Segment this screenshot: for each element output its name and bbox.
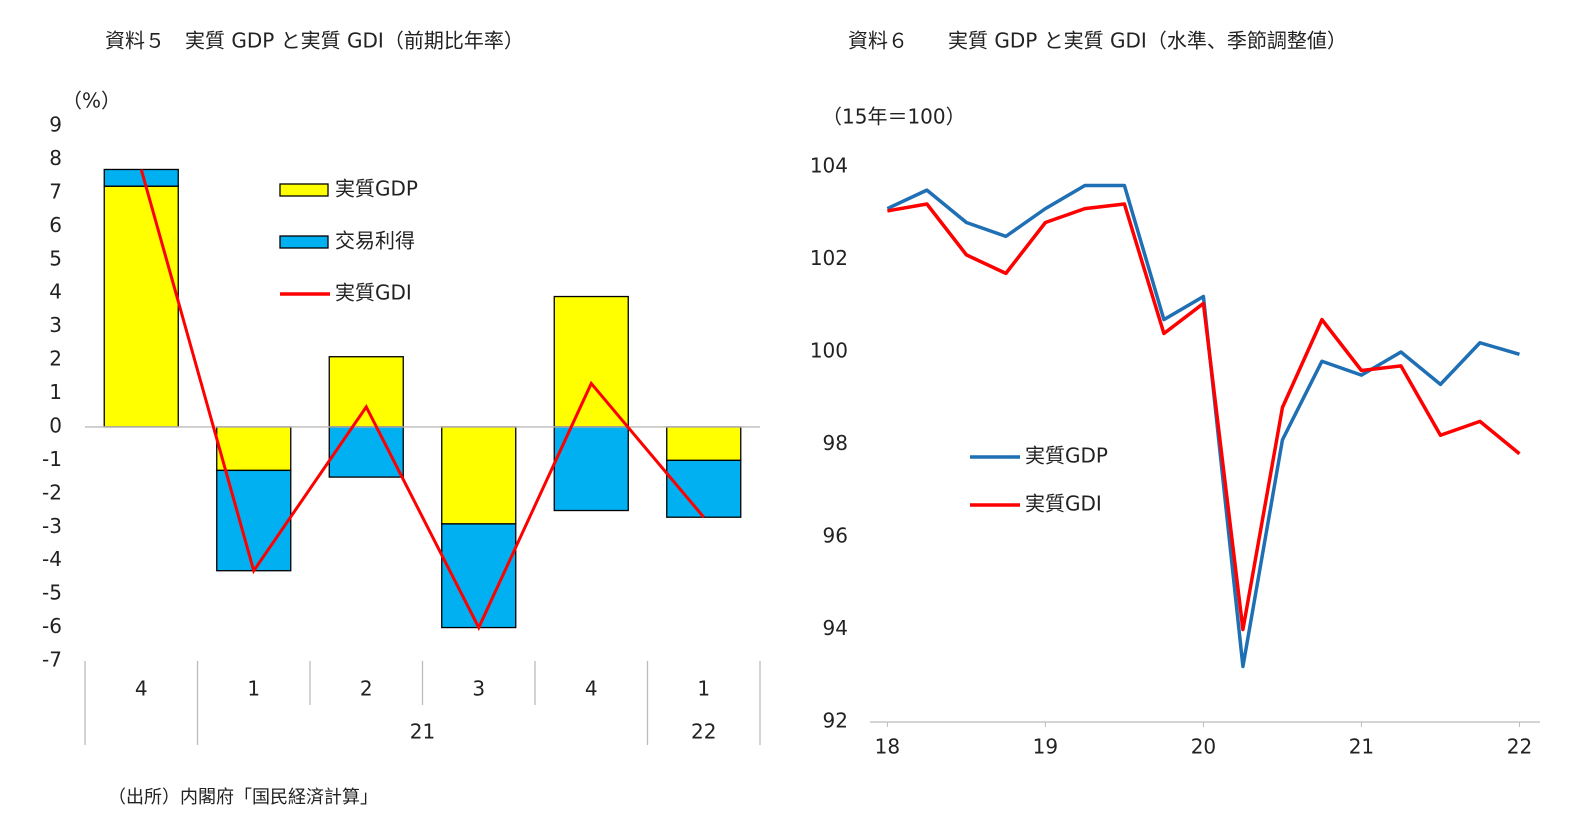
x-tick-label: 19 bbox=[1033, 735, 1058, 759]
x-tick-label: 4 bbox=[585, 677, 598, 701]
source-note: （出所）内閣府「国民経済計算」 bbox=[108, 787, 378, 808]
y-tick-label: 7 bbox=[49, 179, 62, 203]
y-axis-label: （%） bbox=[62, 89, 121, 113]
y-tick-label: 102 bbox=[810, 246, 848, 270]
legend-label: 実質GDP bbox=[335, 177, 418, 201]
legend-swatch bbox=[279, 183, 329, 197]
bar bbox=[103, 185, 179, 428]
y-tick-label: 92 bbox=[823, 709, 848, 733]
y-tick-label: 0 bbox=[49, 413, 62, 437]
bar bbox=[666, 459, 742, 518]
y-tick-label: 104 bbox=[810, 154, 848, 178]
x-tick-label: 20 bbox=[1191, 735, 1216, 759]
y-tick-label: 96 bbox=[823, 524, 848, 548]
y-tick-label: -4 bbox=[42, 547, 62, 571]
legend-swatch bbox=[279, 235, 329, 249]
line-series bbox=[886, 183, 1520, 669]
bar bbox=[441, 426, 517, 525]
x-group-label: 21 bbox=[410, 720, 435, 744]
y-tick-label: -1 bbox=[42, 447, 62, 471]
x-tick-label: 2 bbox=[360, 677, 373, 701]
y-tick-label: 6 bbox=[49, 213, 62, 237]
legend-label: 実質GDI bbox=[1025, 492, 1102, 516]
y-tick-label: 100 bbox=[810, 339, 848, 363]
y-tick-label: -5 bbox=[42, 581, 62, 605]
x-tick-label: 18 bbox=[875, 735, 900, 759]
y-tick-label: -2 bbox=[42, 480, 62, 504]
y-axis-label: （15年＝100） bbox=[822, 105, 966, 129]
y-tick-label: 1 bbox=[49, 380, 62, 404]
y-tick-label: 2 bbox=[49, 347, 62, 371]
y-tick-label: -3 bbox=[42, 514, 62, 538]
y-tick-label: 9 bbox=[49, 113, 62, 137]
y-tick-label: -6 bbox=[42, 614, 62, 638]
x-tick-label: 21 bbox=[1349, 735, 1374, 759]
x-tick-label: 4 bbox=[135, 677, 148, 701]
legend-label: 実質GDP bbox=[1025, 444, 1108, 468]
bar bbox=[216, 426, 292, 472]
x-group-label: 22 bbox=[691, 720, 716, 744]
bar bbox=[666, 426, 742, 462]
line-series bbox=[139, 169, 705, 631]
bar bbox=[216, 469, 292, 572]
y-tick-label: 8 bbox=[49, 146, 62, 170]
x-tick-label: 1 bbox=[247, 677, 260, 701]
legend-label: 交易利得 bbox=[335, 229, 415, 253]
line-series bbox=[887, 202, 1521, 632]
bar bbox=[328, 356, 404, 428]
y-tick-label: -7 bbox=[42, 648, 62, 672]
legend-label: 実質GDI bbox=[335, 281, 412, 305]
bar bbox=[553, 295, 629, 428]
x-tick-label: 1 bbox=[697, 677, 710, 701]
bar bbox=[328, 426, 404, 478]
y-tick-label: 94 bbox=[823, 616, 848, 640]
y-tick-label: 4 bbox=[49, 280, 62, 304]
y-tick-label: 5 bbox=[49, 246, 62, 270]
x-tick-label: 3 bbox=[472, 677, 485, 701]
y-tick-label: 3 bbox=[49, 313, 62, 337]
chart-title: 資料６ 実質 GDP と実質 GDI（水準、季節調整値） bbox=[848, 29, 1347, 53]
x-tick-label: 22 bbox=[1507, 735, 1532, 759]
chart-title: 資料５ 実質 GDP と実質 GDI（前期比年率） bbox=[105, 29, 524, 53]
y-tick-label: 98 bbox=[823, 431, 848, 455]
